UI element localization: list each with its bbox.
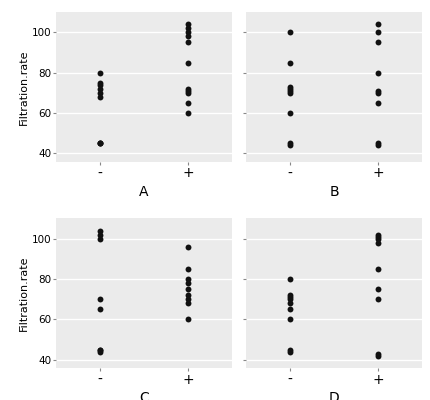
Point	[286, 306, 293, 312]
X-axis label: B: B	[329, 185, 338, 199]
Point	[286, 110, 293, 116]
Point	[96, 94, 103, 100]
Point	[96, 70, 103, 76]
Point	[184, 86, 191, 92]
Point	[184, 59, 191, 66]
Point	[184, 110, 191, 116]
Point	[374, 231, 381, 238]
Point	[286, 276, 293, 282]
Point	[96, 140, 103, 146]
Point	[286, 86, 293, 92]
Point	[184, 286, 191, 292]
Point	[96, 349, 103, 355]
Point	[184, 300, 191, 306]
Point	[184, 296, 191, 302]
Point	[286, 59, 293, 66]
Point	[286, 292, 293, 298]
Point	[96, 80, 103, 86]
Point	[286, 294, 293, 300]
Point	[286, 88, 293, 94]
Point	[184, 90, 191, 96]
Point	[96, 82, 103, 88]
Point	[286, 347, 293, 353]
Point	[184, 292, 191, 298]
Point	[96, 86, 103, 92]
Point	[184, 280, 191, 286]
Point	[184, 316, 191, 323]
Point	[374, 21, 381, 27]
Point	[374, 142, 381, 149]
Point	[184, 39, 191, 46]
Point	[184, 100, 191, 106]
Point	[286, 29, 293, 36]
Point	[184, 21, 191, 27]
Point	[374, 100, 381, 106]
Point	[184, 88, 191, 94]
Point	[96, 306, 103, 312]
Point	[374, 140, 381, 146]
Point	[96, 140, 103, 146]
Point	[374, 234, 381, 240]
Point	[374, 240, 381, 246]
Point	[96, 236, 103, 242]
Point	[184, 29, 191, 36]
Point	[184, 266, 191, 272]
Point	[96, 347, 103, 353]
X-axis label: D: D	[328, 391, 339, 400]
Point	[96, 140, 103, 146]
Point	[96, 296, 103, 302]
Point	[286, 316, 293, 323]
X-axis label: A: A	[139, 185, 148, 199]
Point	[374, 29, 381, 36]
X-axis label: C: C	[139, 391, 149, 400]
Point	[184, 25, 191, 31]
Point	[184, 33, 191, 40]
Point	[374, 286, 381, 292]
Point	[374, 353, 381, 359]
Point	[96, 231, 103, 238]
Point	[374, 266, 381, 272]
Point	[286, 296, 293, 302]
Y-axis label: Filtration.rate: Filtration.rate	[19, 256, 29, 331]
Y-axis label: Filtration.rate: Filtration.rate	[19, 49, 29, 124]
Point	[286, 300, 293, 306]
Point	[374, 88, 381, 94]
Point	[286, 142, 293, 149]
Point	[96, 90, 103, 96]
Point	[374, 351, 381, 357]
Point	[184, 244, 191, 250]
Point	[374, 296, 381, 302]
Point	[184, 276, 191, 282]
Point	[96, 227, 103, 234]
Point	[374, 236, 381, 242]
Point	[286, 90, 293, 96]
Point	[286, 349, 293, 355]
Point	[286, 140, 293, 146]
Point	[374, 70, 381, 76]
Point	[374, 39, 381, 46]
Point	[286, 84, 293, 90]
Point	[374, 90, 381, 96]
Point	[96, 347, 103, 353]
